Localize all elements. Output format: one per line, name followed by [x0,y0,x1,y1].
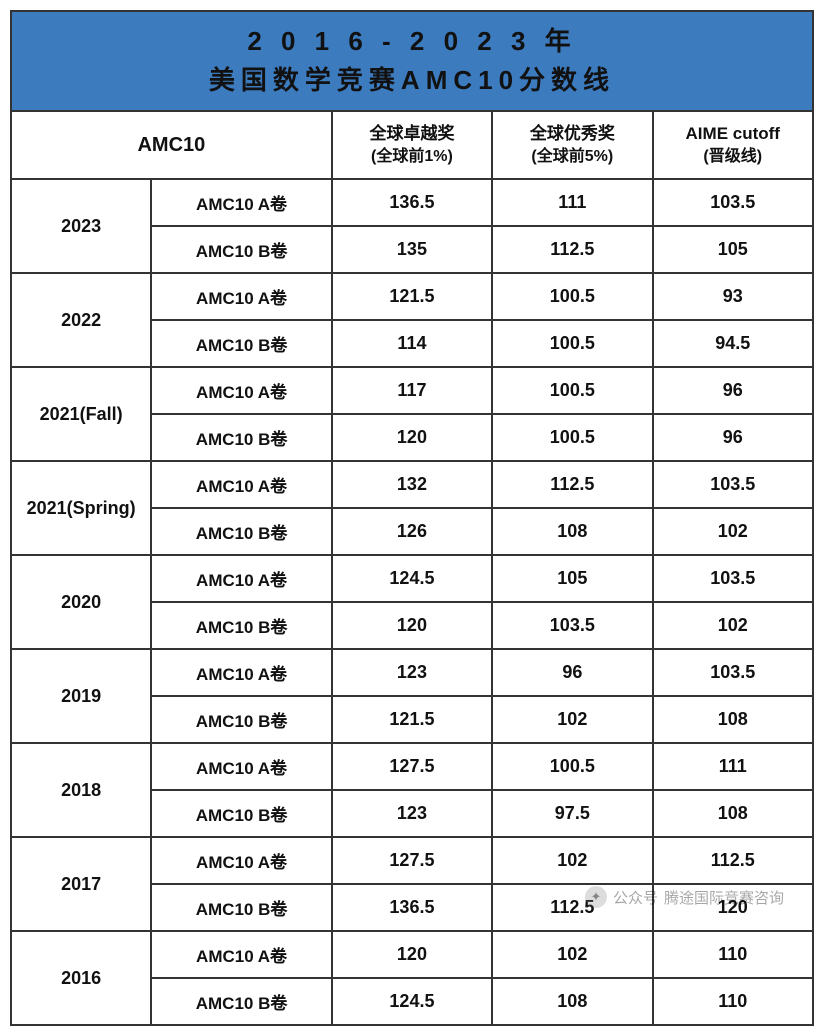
value-cell: 120 [332,414,492,461]
value-cell: 124.5 [332,978,492,1025]
roll-a: AMC10 A卷 [151,273,331,320]
value-cell: 126 [332,508,492,555]
value-cell: 100.5 [492,414,652,461]
year-cell: 2019 [11,649,151,743]
roll-b: AMC10 B卷 [151,978,331,1025]
value-cell: 96 [653,414,813,461]
value-cell: 103.5 [653,555,813,602]
roll-a: AMC10 A卷 [151,931,331,978]
year-cell: 2016 [11,931,151,1025]
year-cell: 2023 [11,179,151,273]
value-cell: 110 [653,978,813,1025]
value-cell: 93 [653,273,813,320]
value-cell: 97.5 [492,790,652,837]
roll-b: AMC10 B卷 [151,696,331,743]
header-col-distinction: 全球卓越奖(全球前1%) [332,111,492,179]
value-cell: 102 [653,508,813,555]
title-line1: 2 0 1 6 - 2 0 2 3 年 [247,26,576,56]
year-cell: 2022 [11,273,151,367]
roll-b: AMC10 B卷 [151,884,331,931]
value-cell: 100.5 [492,367,652,414]
value-cell: 100.5 [492,320,652,367]
value-cell: 105 [653,226,813,273]
year-cell: 2018 [11,743,151,837]
value-cell: 120 [332,931,492,978]
value-cell: 121.5 [332,273,492,320]
value-cell: 136.5 [332,179,492,226]
value-cell: 121.5 [332,696,492,743]
value-cell: 117 [332,367,492,414]
roll-b: AMC10 B卷 [151,320,331,367]
value-cell: 112.5 [653,837,813,884]
value-cell: 114 [332,320,492,367]
roll-b: AMC10 B卷 [151,414,331,461]
year-cell: 2021(Fall) [11,367,151,461]
value-cell: 120 [332,602,492,649]
roll-b: AMC10 B卷 [151,508,331,555]
year-cell: 2017 [11,837,151,931]
value-cell: 96 [653,367,813,414]
value-cell: 111 [492,179,652,226]
value-cell: 108 [492,508,652,555]
value-cell: 102 [492,696,652,743]
value-cell: 103.5 [492,602,652,649]
value-cell: 105 [492,555,652,602]
value-cell: 108 [653,696,813,743]
value-cell: 127.5 [332,837,492,884]
roll-b: AMC10 B卷 [151,602,331,649]
roll-a: AMC10 A卷 [151,555,331,602]
header-col-aime: AIME cutoff(晋级线) [653,111,813,179]
value-cell: 102 [492,931,652,978]
value-cell: 100.5 [492,743,652,790]
header-amc10: AMC10 [11,111,332,179]
roll-a: AMC10 A卷 [151,179,331,226]
value-cell: 112.5 [492,461,652,508]
value-cell: 103.5 [653,461,813,508]
value-cell: 102 [492,837,652,884]
value-cell: 102 [653,602,813,649]
value-cell: 132 [332,461,492,508]
value-cell: 103.5 [653,649,813,696]
year-cell: 2021(Spring) [11,461,151,555]
value-cell: 108 [653,790,813,837]
value-cell: 135 [332,226,492,273]
title-line2: 美国数学竞赛AMC10分数线 [209,65,615,95]
roll-a: AMC10 A卷 [151,649,331,696]
value-cell: 100.5 [492,273,652,320]
table-title: 2 0 1 6 - 2 0 2 3 年美国数学竞赛AMC10分数线 [11,11,813,111]
value-cell: 112.5 [492,884,652,931]
value-cell: 120 [653,884,813,931]
amc10-table: 2 0 1 6 - 2 0 2 3 年美国数学竞赛AMC10分数线AMC10全球… [10,10,814,1026]
header-col-honor: 全球优秀奖(全球前5%) [492,111,652,179]
value-cell: 136.5 [332,884,492,931]
roll-b: AMC10 B卷 [151,226,331,273]
roll-a: AMC10 A卷 [151,837,331,884]
value-cell: 124.5 [332,555,492,602]
value-cell: 94.5 [653,320,813,367]
value-cell: 110 [653,931,813,978]
roll-a: AMC10 A卷 [151,461,331,508]
value-cell: 123 [332,649,492,696]
value-cell: 96 [492,649,652,696]
year-cell: 2020 [11,555,151,649]
value-cell: 103.5 [653,179,813,226]
roll-a: AMC10 A卷 [151,367,331,414]
roll-a: AMC10 A卷 [151,743,331,790]
value-cell: 112.5 [492,226,652,273]
value-cell: 108 [492,978,652,1025]
value-cell: 123 [332,790,492,837]
value-cell: 127.5 [332,743,492,790]
value-cell: 111 [653,743,813,790]
roll-b: AMC10 B卷 [151,790,331,837]
